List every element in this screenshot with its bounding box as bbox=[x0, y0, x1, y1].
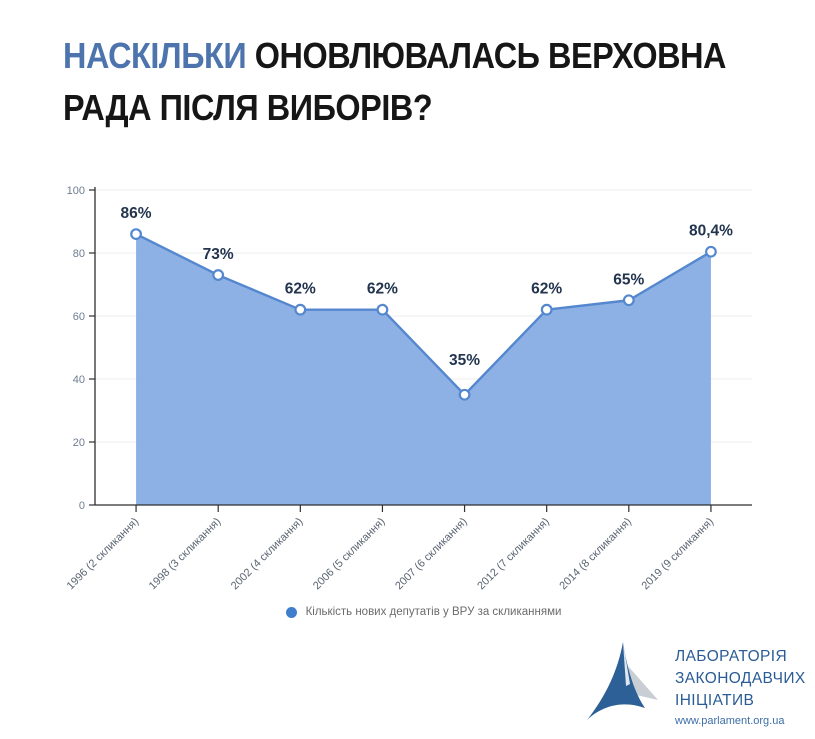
title-highlight: НАСКІЛЬКИ bbox=[63, 35, 247, 76]
y-tick-label: 60 bbox=[73, 311, 85, 323]
x-tick-label: 1998 (3 скликання) bbox=[147, 516, 224, 593]
data-point[interactable] bbox=[130, 228, 142, 240]
chart-legend[interactable]: Кількість нових депутатів у ВРУ за склик… bbox=[95, 606, 752, 618]
x-tick-label: 2007 (6 скликання) bbox=[393, 516, 470, 593]
sail-main-shape bbox=[587, 642, 645, 720]
title-line2: РАДА ПІСЛЯ ВИБОРІВ? bbox=[63, 87, 433, 128]
logo: ЛАБОРАТОРІЯ ЗАКОНОДАВЧИХ ІНІЦІАТИВ www.p… bbox=[582, 638, 806, 732]
data-point[interactable] bbox=[705, 245, 717, 258]
value-label: 62% bbox=[367, 281, 398, 298]
value-label: 65% bbox=[613, 271, 644, 288]
logo-text: ЛАБОРАТОРІЯ ЗАКОНОДАВЧИХ ІНІЦІАТИВ www.p… bbox=[675, 638, 806, 727]
y-tick-label: 40 bbox=[73, 374, 85, 386]
y-tick-label: 80 bbox=[73, 248, 85, 260]
title-line1: НАСКІЛЬКИ ОНОВЛЮВАЛАСЬ ВЕРХОВНА bbox=[63, 30, 726, 82]
y-tick-label: 0 bbox=[79, 500, 85, 512]
trend-line bbox=[135, 233, 712, 396]
x-tick-label: 1996 (2 скликання) bbox=[65, 516, 142, 593]
logo-url-link[interactable]: www.parlament.org.ua bbox=[675, 715, 785, 727]
legend-label: Кількість нових депутатів у ВРУ за склик… bbox=[305, 606, 562, 618]
data-point[interactable] bbox=[294, 303, 307, 316]
org-name-line3: ІНІЦІАТИВ bbox=[675, 692, 755, 709]
x-tick-label: 2019 (9 скликання) bbox=[639, 516, 716, 593]
x-tick-label: 2014 (8 скликання) bbox=[557, 516, 634, 593]
y-tick-label: 20 bbox=[73, 437, 85, 449]
value-label: 86% bbox=[121, 205, 152, 222]
data-point[interactable] bbox=[458, 388, 471, 401]
y-tick-label: 100 bbox=[67, 185, 85, 197]
sail-logo-icon bbox=[587, 642, 658, 720]
value-label: 62% bbox=[285, 281, 316, 298]
value-label: 62% bbox=[531, 281, 562, 298]
org-name-line1: ЛАБОРАТОРІЯ bbox=[675, 648, 788, 665]
legend-dot bbox=[285, 606, 297, 618]
page-title: НАСКІЛЬКИ ОНОВЛЮВАЛАСЬ ВЕРХОВНА РАДА ПІС… bbox=[63, 30, 726, 134]
value-label: 73% bbox=[203, 246, 234, 263]
title-rest: ОНОВЛЮВАЛАСЬ ВЕРХОВНА bbox=[254, 35, 727, 76]
value-label: 80,4% bbox=[689, 223, 733, 240]
data-point[interactable] bbox=[622, 294, 635, 307]
data-point[interactable] bbox=[376, 303, 389, 316]
sail-highlight bbox=[623, 642, 630, 686]
value-label: 35% bbox=[449, 352, 480, 369]
data-point[interactable] bbox=[540, 303, 553, 316]
data-point[interactable] bbox=[212, 269, 225, 281]
x-tick-label: 2006 (5 скликання) bbox=[311, 516, 388, 593]
org-name-line2: ЗАКОНОДАВЧИХ bbox=[675, 670, 806, 687]
x-tick-label: 2012 (7 скликання) bbox=[475, 516, 552, 593]
x-tick-label: 2002 (4 скликання) bbox=[229, 516, 306, 593]
area-chart: 0 20 40 60 80 100 1996 (2 скликання) 86% 1998 (3… bbox=[65, 185, 752, 593]
